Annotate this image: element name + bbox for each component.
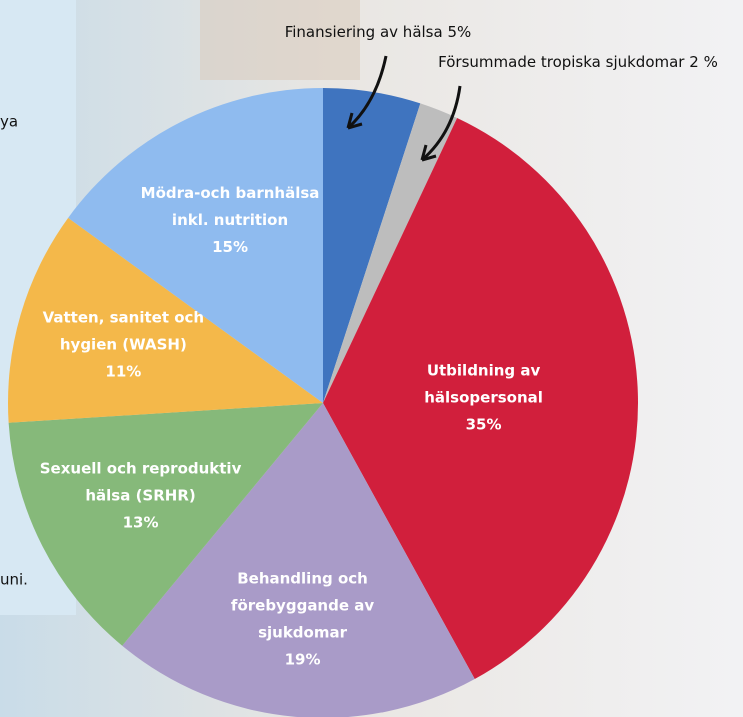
category-label: sjukdomar	[258, 623, 348, 641]
category-label: förebyggande av	[231, 596, 374, 614]
category-label: inkl. nutrition	[172, 211, 288, 229]
value-label: 15%	[212, 238, 248, 256]
value-label: 13%	[123, 513, 159, 531]
category-label: Behandling och	[237, 569, 368, 587]
chart: ya uni. Finansiering av hälsa 5% Försumma…	[0, 0, 743, 717]
category-label: hygien (WASH)	[60, 335, 187, 353]
category-label: Finansiering av hälsa	[285, 23, 443, 41]
category-label: Försummade tropiska sjukdomar	[438, 53, 685, 71]
background-text: uni.	[0, 571, 28, 589]
category-label: hälsa (SRHR)	[85, 486, 195, 504]
slice-label: Finansiering av hälsa 5%	[285, 23, 472, 41]
background-text: ya	[0, 113, 18, 131]
value-label: 35%	[466, 415, 502, 433]
category-label: hälsopersonal	[424, 388, 543, 406]
category-label: Mödra-och barnhälsa	[141, 184, 320, 202]
category-label: Utbildning av	[427, 361, 541, 379]
category-label: Sexuell och reproduktiv	[40, 459, 242, 477]
category-label: Vatten, sanitet och	[43, 308, 205, 326]
value-label: 2 %	[689, 53, 718, 71]
value-label: 19%	[285, 650, 321, 668]
slice-label: Försummade tropiska sjukdomar 2 %	[438, 53, 718, 71]
value-label: 11%	[105, 362, 141, 380]
value-label: 5%	[447, 23, 471, 41]
